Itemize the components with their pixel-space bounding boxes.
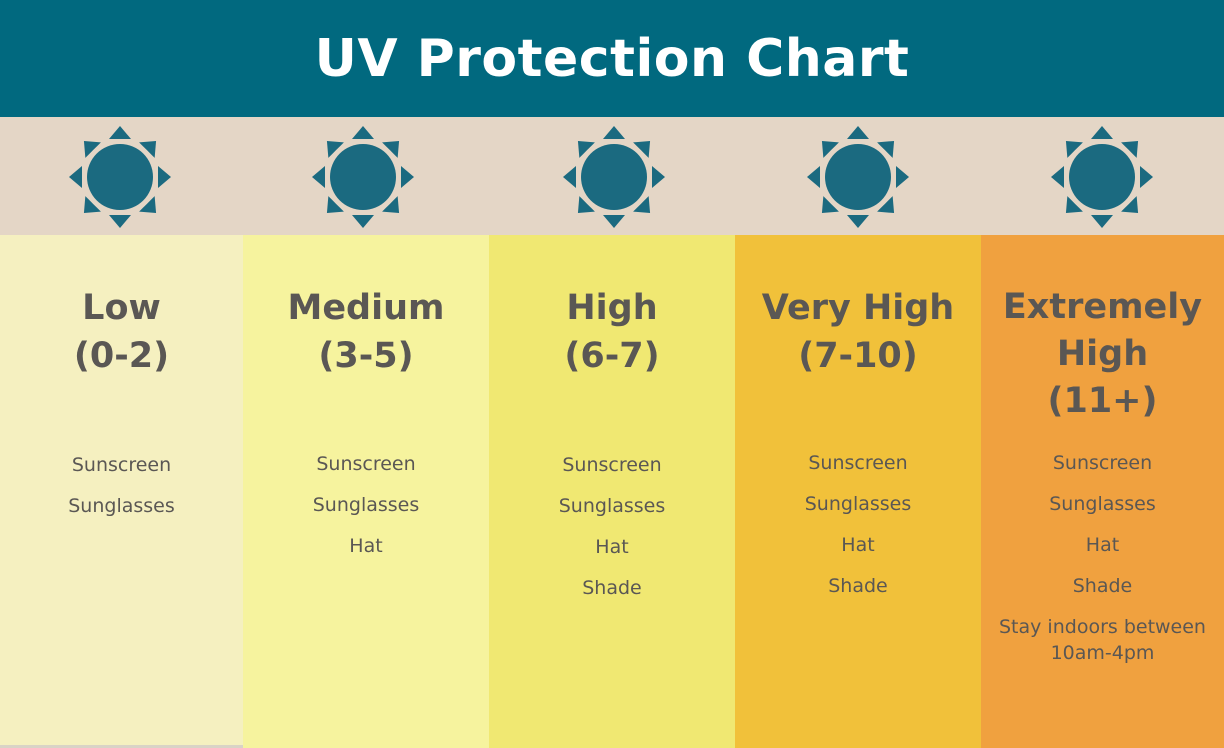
bottom-divider (0, 745, 243, 748)
level-name: Very High (761, 288, 955, 328)
protection-list: Sunscreen Sunglasses Hat Shade Stay indo… (981, 450, 1224, 666)
level-title: Extremely High (11+) (981, 235, 1224, 425)
list-item: Sunglasses (558, 495, 666, 517)
sun-icon (563, 126, 665, 228)
uv-level-very-high: Very High (7-10) Sunscreen Sunglasses Ha… (735, 235, 981, 748)
uv-level-medium: Medium (3-5) Sunscreen Sunglasses Hat (243, 235, 489, 748)
sun-icon (807, 126, 909, 228)
level-range: (0-2) (73, 336, 170, 376)
page-title: UV Protection Chart (314, 28, 910, 89)
header-banner: UV Protection Chart (0, 0, 1224, 117)
level-name: High (566, 288, 658, 328)
list-item: Shade (582, 577, 642, 599)
list-item: Shade (1072, 575, 1133, 597)
list-item: Sunglasses (312, 494, 420, 516)
list-item: Shade (828, 575, 888, 597)
level-range: (3-5) (318, 336, 414, 376)
level-range: (7-10) (798, 336, 918, 376)
protection-list: Sunscreen Sunglasses Hat Shade (489, 452, 735, 616)
uv-levels: Low (0-2) Sunscreen Sunglasses Medium (3… (0, 235, 1224, 748)
list-item: Hat (595, 536, 629, 558)
sun-icon (312, 126, 414, 228)
level-title: Medium (3-5) (243, 235, 489, 380)
list-item: Sunglasses (1049, 493, 1156, 515)
level-name: Medium (287, 288, 445, 328)
level-title: High (6-7) (489, 235, 735, 380)
protection-list: Sunscreen Sunglasses (0, 452, 243, 534)
list-item: Sunscreen (562, 454, 662, 476)
protection-list: Sunscreen Sunglasses Hat Shade (735, 450, 981, 614)
list-item: Sunscreen (71, 454, 172, 476)
uv-level-low: Low (0-2) Sunscreen Sunglasses (0, 235, 243, 748)
level-title: Low (0-2) (0, 235, 243, 380)
sun-icon (69, 126, 171, 228)
list-item: Hat (349, 535, 383, 557)
level-range: (11+) (1047, 381, 1158, 421)
list-item: Sunscreen (316, 453, 416, 475)
list-item: Hat (1085, 534, 1120, 556)
level-range: (6-7) (564, 336, 660, 376)
level-title: Very High (7-10) (735, 235, 981, 380)
list-item: Stay indoors between (999, 616, 1206, 638)
list-item: Sunglasses (804, 493, 912, 515)
list-item: Sunglasses (68, 495, 175, 517)
level-name-cont: High (1056, 334, 1149, 374)
sun-band (0, 117, 1224, 235)
list-item: 10am-4pm (1050, 642, 1155, 664)
level-name: Extremely (1002, 287, 1203, 327)
list-item: Sunscreen (808, 452, 908, 474)
level-name: Low (82, 288, 161, 328)
list-item: Hat (841, 534, 875, 556)
uv-level-extremely-high: Extremely High (11+) Sunscreen Sunglasse… (981, 235, 1224, 748)
protection-list: Sunscreen Sunglasses Hat (243, 451, 489, 574)
uv-level-high: High (6-7) Sunscreen Sunglasses Hat Shad… (489, 235, 735, 748)
sun-icon (1051, 126, 1153, 228)
list-item: Sunscreen (1052, 452, 1153, 474)
